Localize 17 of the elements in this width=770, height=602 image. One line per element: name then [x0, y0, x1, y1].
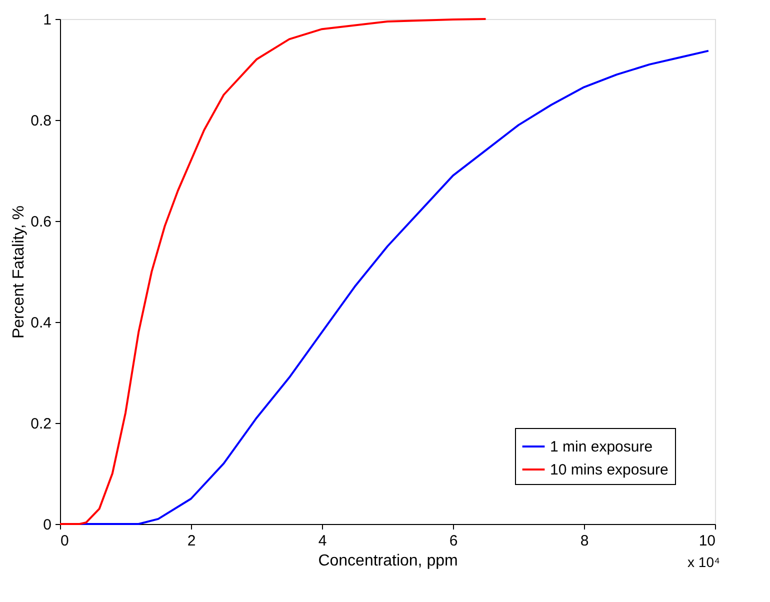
x-tick-label: 0 [60, 532, 69, 550]
x-tick-label: 4 [318, 532, 327, 550]
y-tick-label: 1 [43, 12, 52, 28]
y-tick-label: 0.8 [30, 112, 52, 130]
y-tick-label: 0.6 [30, 214, 52, 230]
y-tick-label: 0.4 [30, 314, 52, 332]
x-tick-label: 10 [698, 532, 716, 550]
legend-label: 10 mins exposure [550, 462, 668, 478]
text: x 10⁴ [688, 554, 720, 570]
x-tick-label: 8 [580, 532, 589, 550]
y-tick-label: 0 [43, 516, 52, 534]
y-tick-label: 0.2 [30, 416, 52, 432]
x-axis-title: Concentration, ppm [318, 552, 458, 570]
legend-label: 1 min exposure [550, 438, 653, 456]
x-tick-label: 6 [449, 532, 458, 550]
x-tick-label: 2 [187, 532, 196, 550]
y-axis-title: Percent Fatality, % [10, 205, 28, 339]
